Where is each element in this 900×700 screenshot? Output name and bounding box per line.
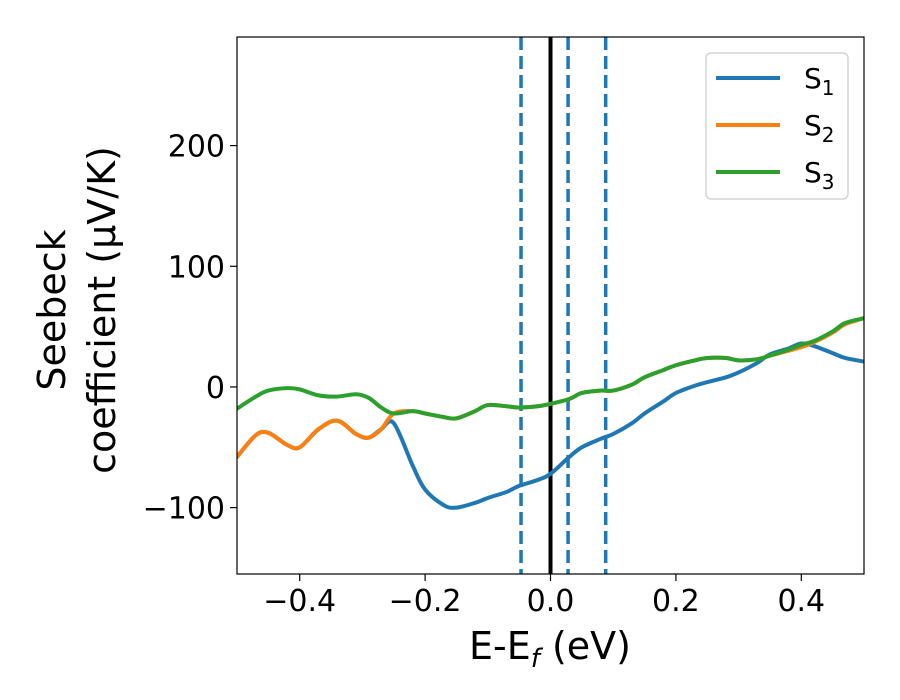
x-tick-label: 0.4	[777, 584, 825, 619]
legend-label-s1: S1	[804, 62, 835, 100]
y-tick-label: 0	[206, 371, 225, 406]
y-tick-label: −100	[143, 492, 225, 527]
y-ticks-group: −100 0 100 200	[143, 130, 237, 527]
legend-label-s2: S2	[804, 109, 835, 147]
x-tick-label: −0.4	[263, 584, 336, 619]
legend: S1 S2 S3	[705, 52, 849, 200]
y-tick-label: 100	[168, 250, 225, 285]
y-axis-label-line1: Seebeck	[30, 229, 74, 390]
x-ticks-group: −0.4 −0.2 0.0 0.2 0.4	[263, 574, 825, 619]
y-axis-label-line2: coefficient (μV/K)	[80, 146, 124, 474]
x-tick-label: 0.0	[527, 584, 575, 619]
y-tick-label: 200	[168, 130, 225, 165]
x-tick-label: −0.2	[389, 584, 462, 619]
x-tick-label: 0.2	[652, 584, 700, 619]
series-line-s3	[237, 316, 864, 421]
series-lines-group	[237, 316, 864, 510]
legend-label-s3: S3	[804, 156, 835, 194]
y-axis-label: Seebeck coefficient (μV/K)	[30, 146, 124, 474]
x-axis-label: E-Ef (eV)	[469, 624, 631, 674]
